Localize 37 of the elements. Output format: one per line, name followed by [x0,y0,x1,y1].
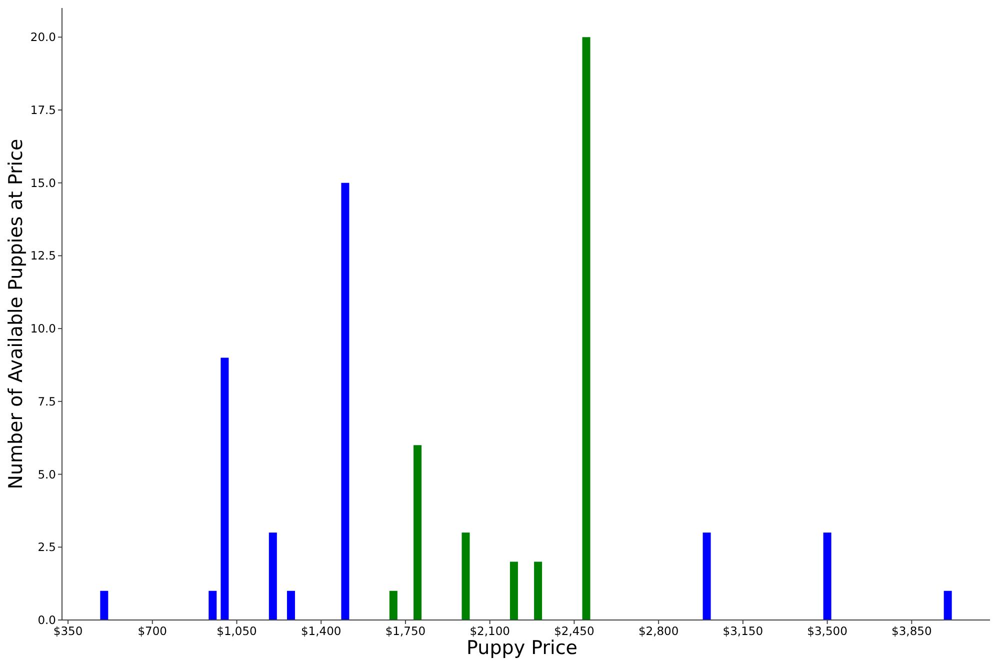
bar [100,590,108,620]
bar [208,590,217,620]
y-tick-label: 0.0 [38,613,56,627]
bar [944,590,952,620]
x-tick-label: $2,800 [638,624,679,638]
x-tick-label: $350 [53,624,83,638]
y-tick-label: 12.5 [30,248,56,263]
x-tick-label: $2,100 [470,624,510,638]
bar [582,37,590,620]
bar [702,532,711,620]
y-tick-label: 7.5 [38,394,56,408]
bar [823,532,832,620]
y-tick-label: 20.0 [30,30,56,44]
bar [220,358,229,620]
y-tick-label: 17.5 [30,103,56,117]
bar [534,562,542,620]
x-tick-label: $1,050 [216,624,257,638]
y-tick-label: 15.0 [30,176,56,190]
x-tick-label: $3,150 [722,624,764,638]
y-tick-label: 5.0 [38,467,56,482]
x-tick-label: $2,450 [554,624,594,638]
x-tick-label: $3,850 [892,624,932,638]
bar [462,532,470,620]
y-axis-title: Number of Available Puppies at Price [5,138,27,490]
x-tick-label: $1,750 [385,624,426,638]
x-tick-label: $700 [138,624,168,638]
y-tick-label: 10.0 [30,322,56,336]
y-tick-label: 2.5 [38,540,56,554]
bar [414,445,422,620]
bar [341,182,350,620]
bar [268,532,277,620]
bar [389,590,398,620]
bar [510,562,518,620]
x-tick-label: $3,500 [807,624,848,638]
bar [286,590,295,620]
x-tick-label: $1,400 [300,624,342,638]
x-axis-title: Puppy Price [466,637,578,659]
